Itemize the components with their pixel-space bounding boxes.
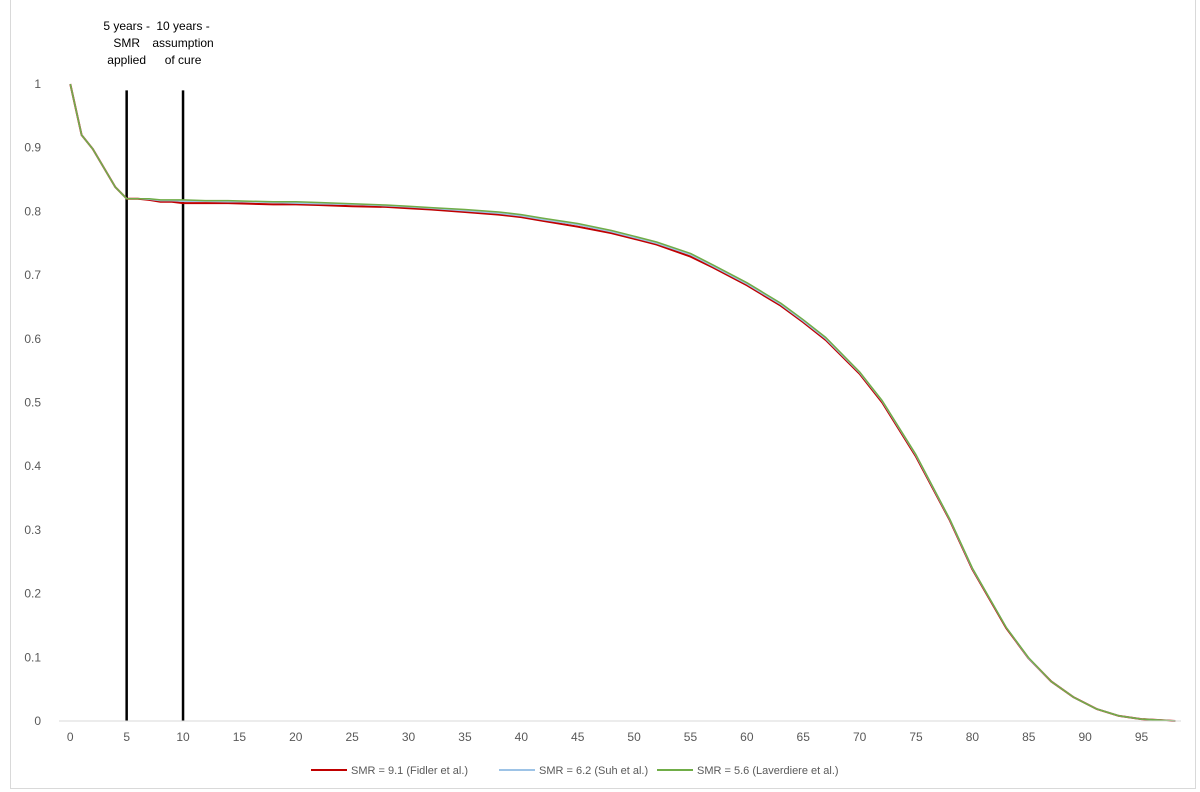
x-tick-label: 65 (797, 730, 811, 744)
series-line (69, 83, 1176, 722)
legend-label: SMR = 5.6 (Laverdiere et al.) (697, 765, 839, 777)
y-tick-label: 0.6 (24, 332, 41, 346)
x-tick-label: 95 (1135, 730, 1149, 744)
annotation-lines (125, 90, 185, 721)
x-tick-label: 85 (1022, 730, 1036, 744)
x-tick-label: 25 (346, 730, 360, 744)
x-tick-label: 15 (233, 730, 247, 744)
annotation-text: SMR (113, 36, 140, 50)
x-tick-label: 60 (740, 730, 754, 744)
x-tick-label: 10 (176, 730, 190, 744)
y-tick-label: 0.3 (24, 523, 41, 537)
legend-label: SMR = 9.1 (Fidler et al.) (351, 765, 468, 777)
x-tick-label: 80 (966, 730, 980, 744)
x-tick-label: 75 (909, 730, 923, 744)
x-tick-label: 5 (123, 730, 130, 744)
annotation-text: assumption (152, 36, 213, 50)
y-tick-label: 0.1 (24, 650, 41, 664)
series-line (69, 83, 1176, 722)
x-tick-label: 55 (684, 730, 698, 744)
series-lines (69, 83, 1176, 722)
x-tick-label: 90 (1078, 730, 1092, 744)
x-tick-label: 70 (853, 730, 867, 744)
x-tick-label: 40 (515, 730, 529, 744)
y-tick-label: 0.2 (24, 587, 41, 601)
x-tick-label: 30 (402, 730, 416, 744)
chart-frame: 0 5 10 15 20 25 30 35 40 45 50 55 60 65 70 75 80 85 90 95 0… (10, 0, 1196, 789)
annotation-text: of cure (165, 53, 202, 67)
x-tick-label: 0 (67, 730, 74, 744)
chart-svg: 0 5 10 15 20 25 30 35 40 45 50 55 60 65 70 75 80 85 90 95 0… (24, 19, 1181, 777)
y-tick-label: 1 (34, 77, 41, 91)
annotation-text: 5 years - (103, 19, 150, 33)
y-tick-label: 0.8 (24, 204, 41, 218)
legend: SMR = 9.1 (Fidler et al.) SMR = 6.2 (Suh … (311, 765, 839, 777)
y-tick-label: 0.5 (24, 396, 41, 410)
y-tick-label: 0.4 (24, 459, 41, 473)
x-tick-label: 50 (627, 730, 641, 744)
y-tick-labels: 0 0.1 0.2 0.3 0.4 0.5 0.6 0.7 0.8 0.9 1 (24, 77, 41, 728)
x-tick-label: 45 (571, 730, 585, 744)
legend-label: SMR = 6.2 (Suh et al.) (539, 765, 648, 777)
y-tick-label: 0.9 (24, 141, 41, 155)
x-tick-label: 20 (289, 730, 303, 744)
x-tick-label: 35 (458, 730, 472, 744)
x-tick-labels: 0 5 10 15 20 25 30 35 40 45 50 55 60 65 70 75 80 85 90 95 (67, 730, 1149, 744)
y-tick-label: 0 (34, 714, 41, 728)
annotation-text: applied (107, 53, 146, 67)
series-line (69, 83, 1176, 722)
y-tick-label: 0.7 (24, 268, 41, 282)
annotation-texts: 5 years - SMR applied 10 years - assumption o… (103, 19, 213, 67)
annotation-text: 10 years - (156, 19, 209, 33)
